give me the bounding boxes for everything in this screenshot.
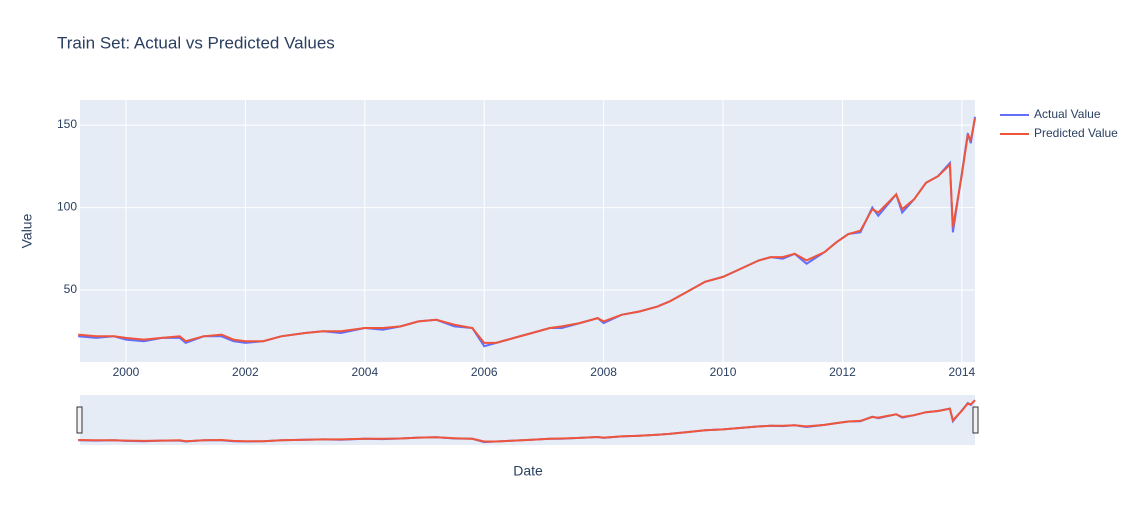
- y-axis-title: Value: [19, 213, 35, 248]
- chart-title: Train Set: Actual vs Predicted Values: [57, 33, 335, 52]
- plot-area: [80, 100, 975, 362]
- slider-line: [78, 399, 976, 443]
- x-tick-label: 2014: [949, 365, 976, 379]
- x-tick-label: 2002: [232, 365, 259, 379]
- legend-label: Actual Value: [1034, 107, 1101, 121]
- x-axis-title: Date: [513, 463, 543, 479]
- range-slider[interactable]: [80, 395, 975, 445]
- slider-handle[interactable]: [972, 406, 979, 434]
- x-tick-label: 2012: [829, 365, 856, 379]
- x-tick-label: 2004: [351, 365, 378, 379]
- series-line: [78, 118, 976, 344]
- y-tick-label: 150: [57, 117, 77, 131]
- x-tick-label: 2008: [590, 365, 617, 379]
- x-tick-label: 2000: [113, 365, 140, 379]
- slider-handle[interactable]: [76, 406, 83, 434]
- y-tick-label: 100: [57, 200, 77, 214]
- x-tick-label: 2006: [471, 365, 498, 379]
- x-tick-label: 2010: [710, 365, 737, 379]
- legend-label: Predicted Value: [1034, 126, 1118, 140]
- y-tick-label: 50: [64, 282, 78, 296]
